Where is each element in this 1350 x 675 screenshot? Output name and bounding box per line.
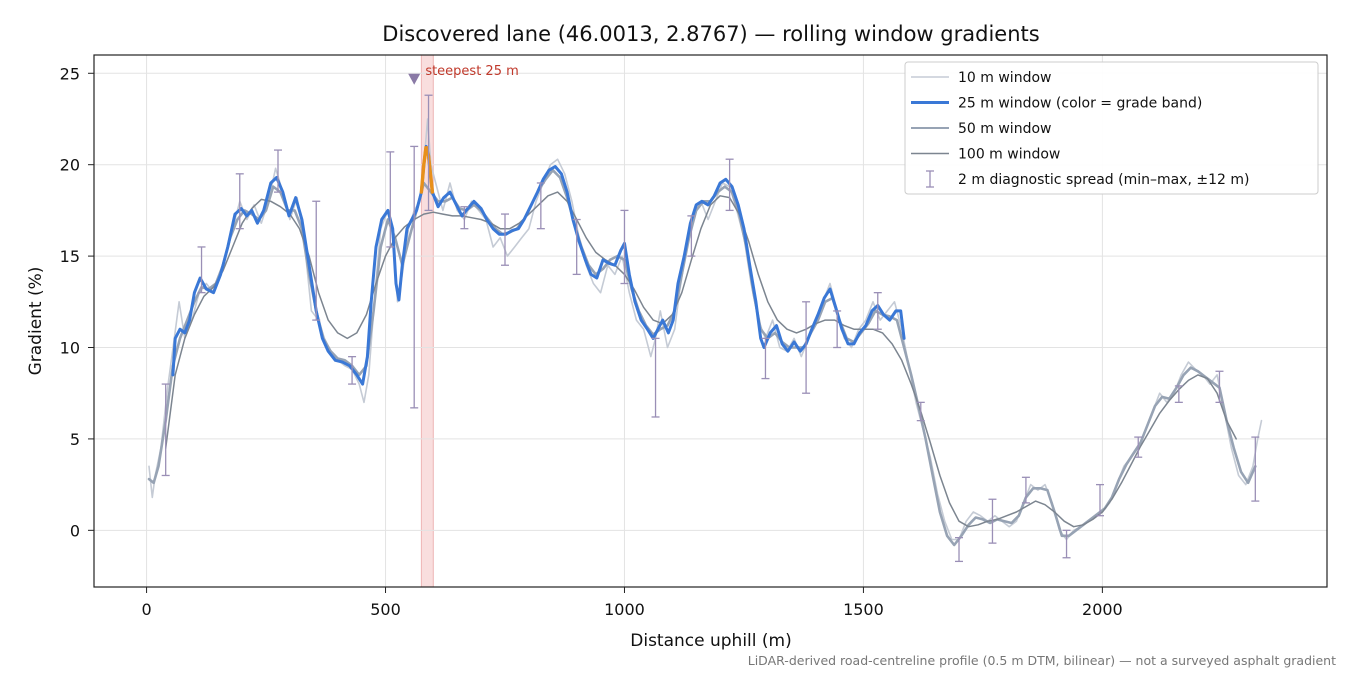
- error-bar: [833, 310, 842, 349]
- legend-item-spread: 2 m diagnostic spread (min–max, ±12 m): [926, 170, 1249, 188]
- steepest-label: steepest 25 m: [425, 64, 518, 79]
- error-bar: [1134, 436, 1143, 458]
- error-bar: [348, 355, 357, 385]
- legend-label: 25 m window (color = grade band): [958, 96, 1202, 112]
- error-bar: [761, 337, 770, 380]
- legend-label: 50 m window: [958, 121, 1051, 137]
- error-bar: [161, 383, 170, 477]
- y-tick-label: 0: [70, 521, 80, 540]
- marker-layer: steepest 25 m: [408, 64, 519, 85]
- series-line-25m-steepest: [419, 145, 435, 194]
- legend-label: 2 m diagnostic spread (min–max, ±12 m): [958, 172, 1249, 188]
- series-line-100m: [164, 191, 1237, 528]
- legend-item-25m: 25 m window (color = grade band): [911, 96, 1202, 112]
- y-tick-label: 25: [60, 64, 80, 83]
- series-line-25m: [171, 144, 906, 386]
- highlight-layer: [420, 54, 434, 588]
- y-axis-label: Gradient (%): [26, 267, 46, 376]
- error-bar: [235, 173, 244, 230]
- plot-frame: [93, 54, 1328, 588]
- x-tick-label: 1000: [604, 600, 645, 619]
- error-bar: [1251, 436, 1260, 502]
- error-bar: [312, 200, 321, 321]
- legend-item-50m: 50 m window: [911, 121, 1051, 137]
- error-bar: [651, 337, 660, 418]
- error-bar: [572, 218, 581, 276]
- error-bar: [620, 209, 629, 285]
- x-tick-label: 0: [141, 600, 151, 619]
- legend: 10 m window 25 m window (color = grade ba…: [904, 61, 1319, 195]
- error-bar: [1095, 483, 1104, 517]
- error-bar: [1021, 476, 1030, 504]
- x-tick-label: 2000: [1082, 600, 1123, 619]
- footnote: LiDAR-derived road-centreline profile (0…: [748, 653, 1336, 668]
- error-bar: [873, 292, 882, 330]
- errorbar-layer: [161, 94, 1260, 563]
- error-bar: [273, 149, 282, 193]
- error-bar: [687, 215, 696, 257]
- error-bar: [386, 151, 395, 248]
- series-line-50m: [147, 168, 1257, 547]
- y-tick-label: 20: [60, 156, 80, 175]
- steepest-marker-icon: [408, 73, 421, 85]
- error-bar: [725, 158, 734, 212]
- y-tick-label: 5: [70, 430, 80, 449]
- x-tick-label: 500: [370, 600, 401, 619]
- x-axis-label: Distance uphill (m): [630, 631, 791, 651]
- error-bar: [460, 206, 469, 230]
- error-bar: [916, 401, 925, 422]
- legend-box: [904, 61, 1319, 195]
- legend-label: 100 m window: [958, 147, 1060, 163]
- error-bar: [988, 498, 997, 544]
- error-bar: [1062, 529, 1071, 559]
- tick-layer: 0 500 1000 1500 2000 0 5 10 15 20 25: [60, 64, 1123, 619]
- y-tick-label: 15: [60, 247, 80, 266]
- error-bar: [501, 213, 509, 266]
- legend-item-100m: 100 m window: [911, 147, 1060, 163]
- x-tick-label: 1500: [843, 600, 884, 619]
- error-bar: [802, 301, 811, 394]
- steepest-band: [420, 54, 434, 588]
- error-bar: [1174, 385, 1183, 404]
- series-layer: [147, 118, 1263, 547]
- legend-item-10m: 10 m window: [911, 70, 1051, 86]
- error-bar: [410, 145, 419, 409]
- error-bar: [197, 246, 206, 294]
- error-bar: [424, 94, 433, 212]
- chart-title: Discovered lane (46.0013, 2.8767) — roll…: [382, 22, 1039, 46]
- error-bar: [955, 536, 964, 563]
- error-bar: [536, 182, 545, 230]
- y-tick-label: 10: [60, 339, 80, 358]
- error-bar: [1215, 370, 1224, 404]
- legend-label: 10 m window: [958, 70, 1051, 86]
